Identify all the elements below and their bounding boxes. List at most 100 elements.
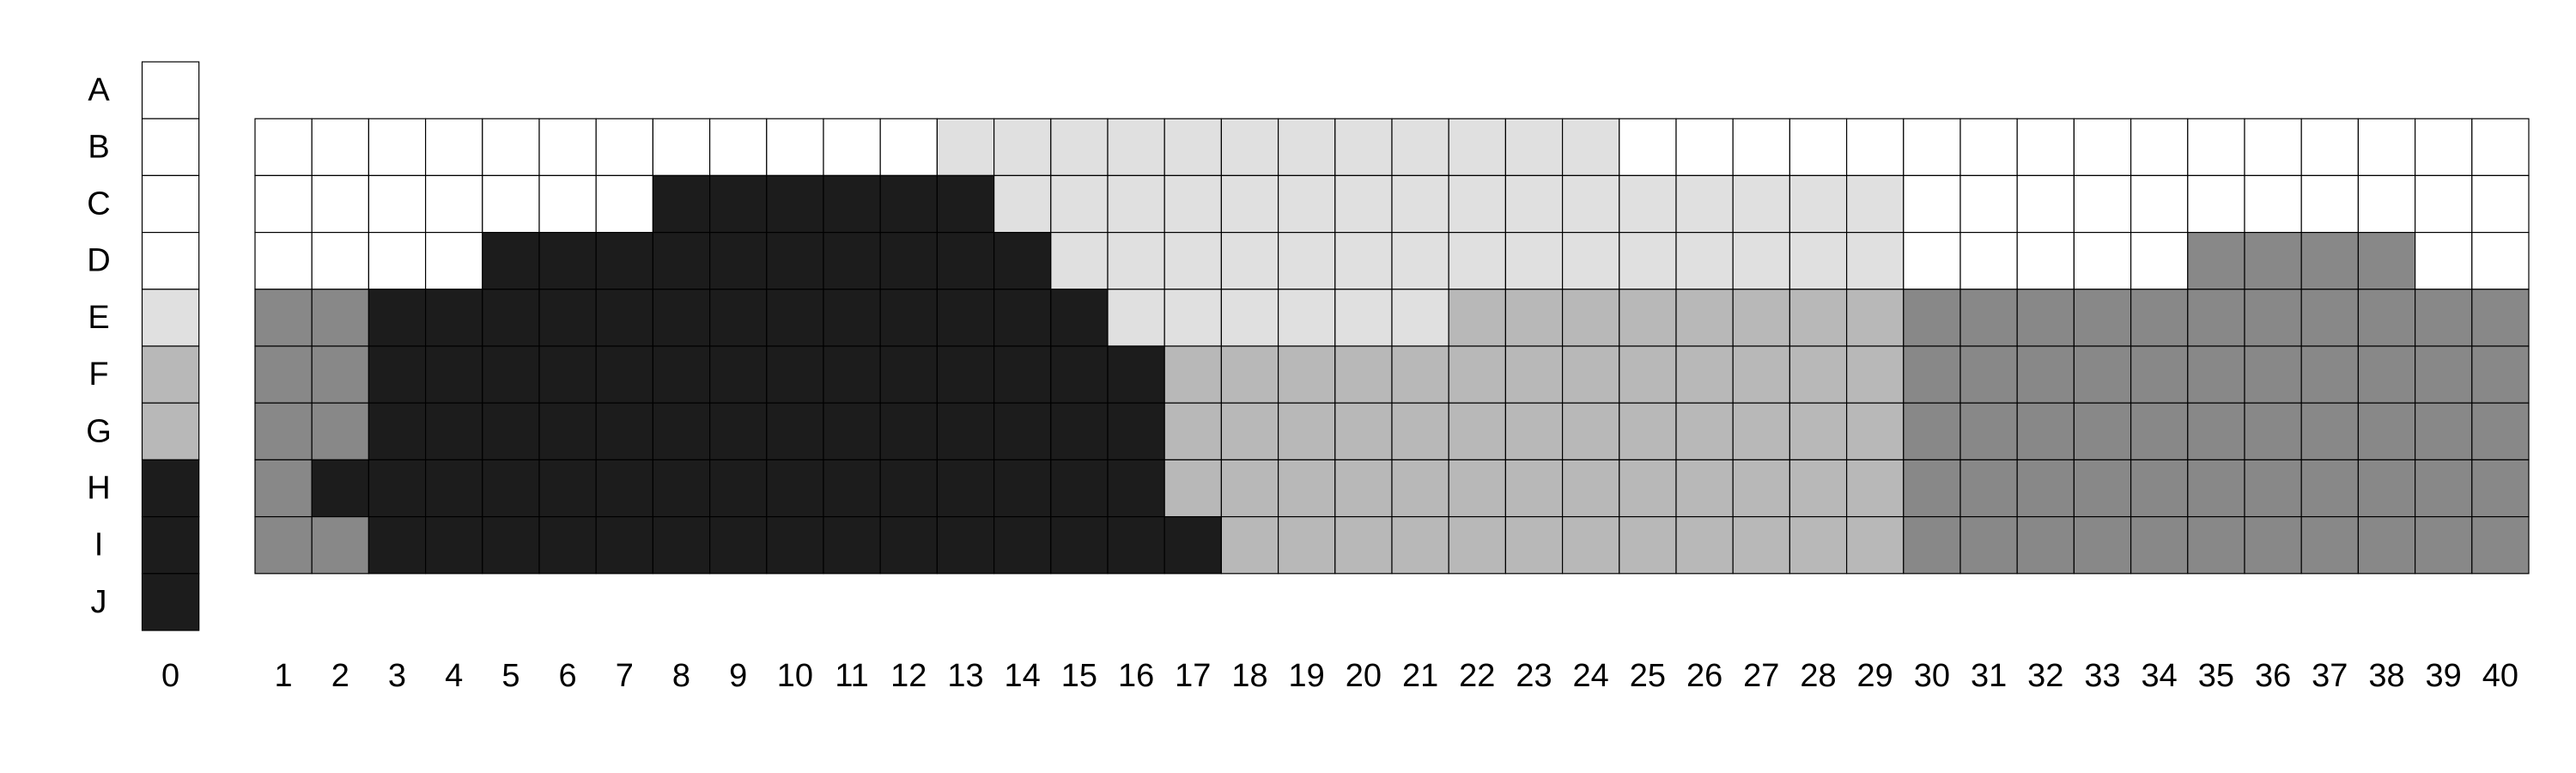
row-label-H: H xyxy=(87,471,110,507)
cell-E-35 xyxy=(2187,289,2245,347)
cell-C-19 xyxy=(1277,174,1336,234)
cell-I-20 xyxy=(1334,515,1393,575)
cell-D-5 xyxy=(482,232,540,290)
row-label-F: F xyxy=(88,356,108,393)
cell-B-10 xyxy=(766,118,824,176)
column-label-0: 0 xyxy=(161,658,179,694)
cell-D-23 xyxy=(1504,232,1564,290)
cell-G-38 xyxy=(2357,402,2416,461)
cell-E-3 xyxy=(368,289,427,347)
cell-B-27 xyxy=(1732,118,1790,176)
cell-B-13 xyxy=(936,118,995,176)
cell-H-37 xyxy=(2300,459,2359,518)
cell-G-9 xyxy=(708,402,768,461)
cell-F-6 xyxy=(538,345,597,404)
column-label-38: 38 xyxy=(2368,658,2404,694)
cell-C-34 xyxy=(2130,174,2189,234)
cell-H-4 xyxy=(425,459,483,518)
cell-H-18 xyxy=(1220,459,1279,518)
cell-D-13 xyxy=(936,232,995,290)
cell-F-5 xyxy=(482,345,540,404)
cell-D-18 xyxy=(1220,232,1279,290)
cell-F-29 xyxy=(1846,345,1905,404)
cell-G-3 xyxy=(368,402,427,461)
cell-E-40 xyxy=(2471,289,2530,347)
cell-F-24 xyxy=(1561,345,1620,404)
cell-E-5 xyxy=(482,289,540,347)
cell-C-23 xyxy=(1504,174,1564,234)
cell-C-36 xyxy=(2244,174,2302,234)
cell-E-18 xyxy=(1220,289,1279,347)
cell-E-20 xyxy=(1334,289,1393,347)
cell-C-4 xyxy=(425,174,483,234)
cell-E-21 xyxy=(1391,289,1449,347)
ref-cell-C xyxy=(141,174,200,234)
cell-I-31 xyxy=(1959,515,2018,575)
cell-I-24 xyxy=(1561,515,1620,575)
cell-F-2 xyxy=(311,345,370,404)
row-label-B: B xyxy=(88,129,109,165)
cell-H-11 xyxy=(823,459,881,518)
cell-I-17 xyxy=(1163,515,1222,575)
cell-C-12 xyxy=(879,174,938,234)
cell-E-32 xyxy=(2016,289,2075,347)
cell-G-10 xyxy=(766,402,824,461)
cell-C-24 xyxy=(1561,174,1620,234)
cell-E-9 xyxy=(708,289,768,347)
ref-cell-F xyxy=(141,345,200,404)
cell-G-37 xyxy=(2300,402,2359,461)
cell-G-24 xyxy=(1561,402,1620,461)
cell-E-27 xyxy=(1732,289,1790,347)
cell-G-7 xyxy=(595,402,654,461)
cell-C-3 xyxy=(368,174,427,234)
cell-I-8 xyxy=(652,515,711,575)
cell-B-23 xyxy=(1504,118,1564,176)
cell-C-5 xyxy=(482,174,540,234)
cell-G-16 xyxy=(1107,402,1165,461)
cell-G-31 xyxy=(1959,402,2018,461)
column-label-17: 17 xyxy=(1175,658,1211,694)
cell-G-20 xyxy=(1334,402,1393,461)
cell-F-30 xyxy=(1903,345,1961,404)
cell-I-30 xyxy=(1903,515,1961,575)
cell-H-36 xyxy=(2244,459,2302,518)
column-label-32: 32 xyxy=(2027,658,2063,694)
cell-E-2 xyxy=(311,289,370,347)
cell-F-28 xyxy=(1789,345,1848,404)
cell-D-11 xyxy=(823,232,881,290)
cell-B-21 xyxy=(1391,118,1449,176)
cell-E-7 xyxy=(595,289,654,347)
cell-B-25 xyxy=(1619,118,1677,176)
cell-B-7 xyxy=(595,118,654,176)
cell-C-14 xyxy=(993,174,1052,234)
cell-H-19 xyxy=(1277,459,1336,518)
cell-G-33 xyxy=(2073,402,2132,461)
cell-F-31 xyxy=(1959,345,2018,404)
cell-F-1 xyxy=(254,345,313,404)
cell-G-19 xyxy=(1277,402,1336,461)
cell-E-28 xyxy=(1789,289,1848,347)
cell-B-6 xyxy=(538,118,597,176)
cell-I-38 xyxy=(2357,515,2416,575)
cell-E-31 xyxy=(1959,289,2018,347)
column-label-11: 11 xyxy=(835,658,868,694)
cell-E-34 xyxy=(2130,289,2189,347)
column-label-15: 15 xyxy=(1061,658,1097,694)
cell-B-39 xyxy=(2415,118,2473,176)
cell-F-21 xyxy=(1391,345,1449,404)
cell-I-21 xyxy=(1391,515,1449,575)
cell-I-22 xyxy=(1448,515,1506,575)
cell-G-14 xyxy=(993,402,1052,461)
column-label-8: 8 xyxy=(672,658,690,694)
ref-cell-A xyxy=(141,61,200,119)
cell-C-10 xyxy=(766,174,824,234)
cell-B-5 xyxy=(482,118,540,176)
cell-H-23 xyxy=(1504,459,1564,518)
cell-C-30 xyxy=(1903,174,1961,234)
cell-G-29 xyxy=(1846,402,1905,461)
cell-D-22 xyxy=(1448,232,1506,290)
column-label-5: 5 xyxy=(501,658,519,694)
cell-C-21 xyxy=(1391,174,1449,234)
cell-C-27 xyxy=(1732,174,1790,234)
cell-D-3 xyxy=(368,232,427,290)
